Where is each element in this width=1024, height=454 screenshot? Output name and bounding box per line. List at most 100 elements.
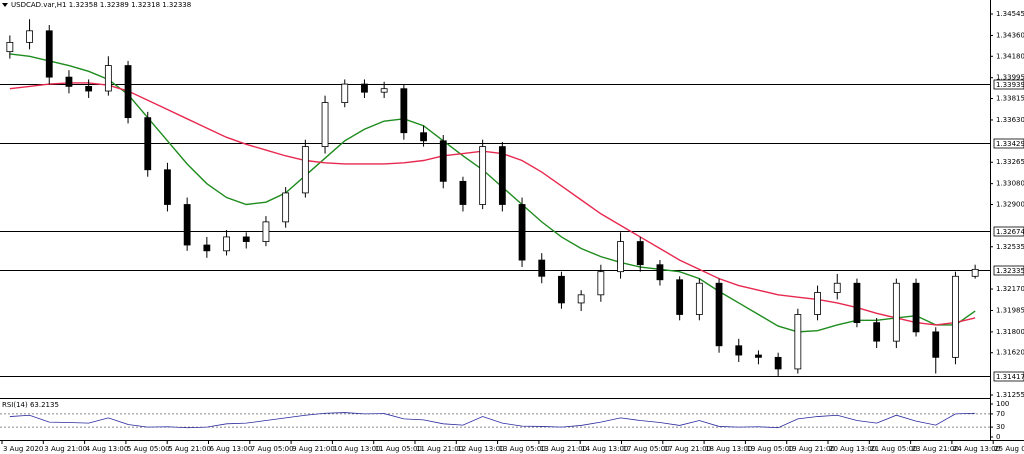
candle-body <box>420 132 427 142</box>
rsi-tick-label: 100 <box>996 400 1009 408</box>
x-tick-label: 20 Aug 13:00 <box>829 445 876 453</box>
x-tick-label: 11 Aug 21:00 <box>416 445 463 453</box>
candle-body <box>735 345 743 356</box>
y-tick-label: 1.32900 <box>996 201 1024 209</box>
candle-body <box>85 85 93 92</box>
x-tick-label: 4 Aug 13:00 <box>86 445 129 453</box>
level-label: 1.33939 <box>996 81 1024 89</box>
rsi-title: RSI(14) 63.2135 <box>2 401 59 409</box>
candle-body <box>26 30 33 43</box>
y-tick-label: 1.32535 <box>996 243 1024 251</box>
candle-body <box>518 204 526 261</box>
symbol-header: USDCAD.var,H1 1.32358 1.32389 1.32318 1.… <box>11 1 191 9</box>
candle-body <box>794 314 802 370</box>
level-label-box <box>993 226 1024 237</box>
candle-body <box>400 88 408 134</box>
candle-body <box>538 259 546 277</box>
candle-body <box>301 146 309 194</box>
candle-body <box>124 65 132 119</box>
y-tick-label: 1.33630 <box>996 116 1024 124</box>
candle-body <box>380 88 388 93</box>
candle-body <box>479 146 487 205</box>
candle-body <box>676 279 684 315</box>
candle-body <box>558 275 565 304</box>
candle-body <box>223 236 230 252</box>
candle-body <box>203 244 211 252</box>
candle-body <box>144 117 152 171</box>
y-tick-label: 1.33080 <box>996 180 1024 188</box>
x-tick-label: 5 Aug 21:00 <box>168 445 211 453</box>
candle-body <box>262 221 270 242</box>
candle-body <box>715 282 723 347</box>
x-tick-label: 19 Aug 21:00 <box>788 445 835 453</box>
x-tick-label: 24 Aug 13:00 <box>953 445 1000 453</box>
moving-average <box>9 53 976 333</box>
candle-body <box>321 102 329 148</box>
candle-body <box>833 282 841 293</box>
y-tick-label: 1.33265 <box>996 158 1024 166</box>
x-tick-label: 13 Aug 21:00 <box>540 445 587 453</box>
x-tick-label: 17 Aug 05:00 <box>623 445 670 453</box>
candle-body <box>656 264 664 281</box>
x-tick-label: 14 Aug 13:00 <box>581 445 628 453</box>
dropdown-icon[interactable] <box>2 3 8 7</box>
candle-body <box>242 236 250 242</box>
y-tick-label: 1.31255 <box>996 391 1024 399</box>
x-tick-label: 7 Aug 05:00 <box>251 445 294 453</box>
candle-body <box>361 83 368 93</box>
x-tick-label: 5 Aug 05:00 <box>127 445 170 453</box>
level-label: 1.33429 <box>996 140 1024 148</box>
candle-body <box>932 331 940 358</box>
x-tick-label: 19 Aug 05:00 <box>746 445 793 453</box>
x-tick-label: 25 Aug 05:00 <box>994 445 1024 453</box>
level-label-box <box>993 79 1024 90</box>
candle-body <box>952 275 959 358</box>
y-tick-label: 1.31800 <box>996 328 1024 336</box>
candle-body <box>774 356 782 370</box>
candle-body <box>498 146 506 205</box>
x-tick-label: 11 Aug 05:00 <box>375 445 422 453</box>
candle-body <box>912 282 920 333</box>
candle-body <box>6 41 14 53</box>
level-label: 1.31417 <box>996 373 1024 381</box>
x-tick-label: 18 Aug 13:00 <box>705 445 752 453</box>
y-tick-label: 1.34545 <box>996 10 1024 18</box>
candle-body <box>282 192 290 223</box>
candle-body <box>164 169 171 205</box>
y-tick-label: 1.34360 <box>996 31 1024 39</box>
candle-body <box>45 30 53 78</box>
level-label-box <box>993 371 1024 382</box>
x-tick-label: 12 Aug 13:00 <box>457 445 504 453</box>
candle-body <box>695 282 703 315</box>
candle-body <box>853 282 861 324</box>
candle-body <box>459 180 467 205</box>
level-label-box <box>993 265 1024 276</box>
candle-body <box>971 268 979 277</box>
candle-body <box>892 282 900 342</box>
level-label: 1.32335 <box>996 267 1024 275</box>
candle-body <box>439 140 447 182</box>
level-label-box <box>993 138 1024 149</box>
candle-body <box>104 65 112 92</box>
candle-body <box>814 292 821 315</box>
candle-body <box>183 204 191 246</box>
candle-body <box>755 354 762 358</box>
x-tick-label: 13 Aug 05:00 <box>499 445 546 453</box>
y-tick-label: 1.31620 <box>996 349 1024 357</box>
y-tick-label: 1.32170 <box>996 285 1024 293</box>
x-tick-label: 3 Aug 21:00 <box>44 445 87 453</box>
x-tick-label: 10 Aug 13:00 <box>333 445 380 453</box>
y-tick-label: 1.33995 <box>996 74 1024 82</box>
candle-body <box>636 241 644 266</box>
x-tick-label: 9 Aug 21:00 <box>292 445 335 453</box>
candle-body <box>577 294 585 304</box>
level-label: 1.32674 <box>996 228 1024 236</box>
x-tick-label: 17 Aug 21:00 <box>664 445 711 453</box>
x-tick-label: 21 Aug 05:00 <box>870 445 917 453</box>
rsi-tick-label: 0 <box>996 433 1000 441</box>
rsi-line <box>9 412 976 429</box>
x-tick-label: 3 Aug 2020 <box>3 445 43 453</box>
candle-body <box>65 76 73 87</box>
y-tick-label: 1.33815 <box>996 95 1024 103</box>
